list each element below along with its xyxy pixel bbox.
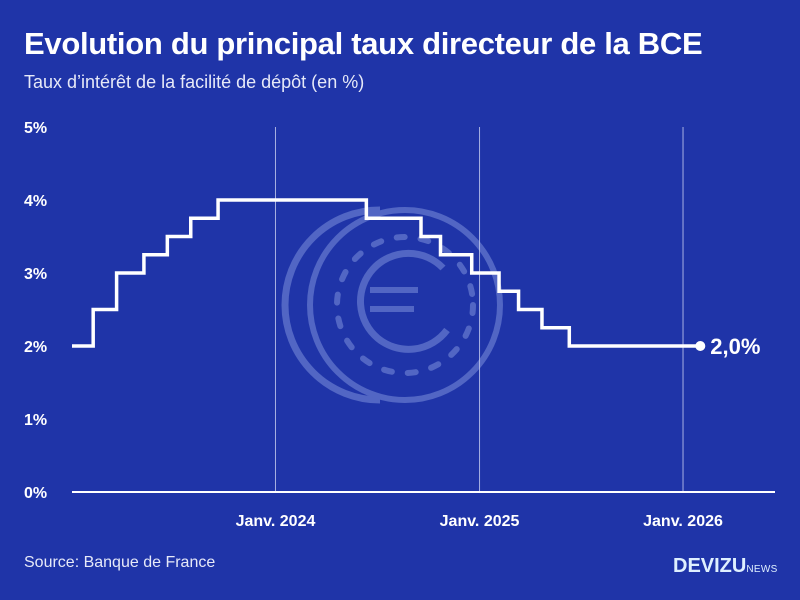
y-tick-label: 2% [24,339,47,356]
end-point-marker [695,341,706,351]
logo-main: DEVIZU [673,555,747,577]
rate-step-line [72,198,701,348]
x-tick-label: Janv. 2025 [440,513,520,530]
x-tick-label: Janv. 2024 [236,513,316,530]
chart-subtitle: Taux d’intérêt de la facilité de dépôt (… [24,72,365,92]
y-tick-label: 3% [24,266,47,283]
end-value-label: 2,0% [710,334,760,359]
y-tick-label: 5% [24,120,47,137]
y-tick-label: 0% [24,485,47,502]
y-tick-label: 1% [24,412,47,429]
x-tick-label: Janv. 2026 [643,513,723,530]
devizu-logo: DEVIZUNEWS [673,555,778,578]
y-tick-label: 4% [24,193,47,210]
source-note: Source: Banque de France [24,554,216,571]
chart-title: Evolution du principal taux directeur de… [24,26,703,61]
logo-suffix: NEWS [746,564,778,575]
coin-icon [281,206,503,404]
